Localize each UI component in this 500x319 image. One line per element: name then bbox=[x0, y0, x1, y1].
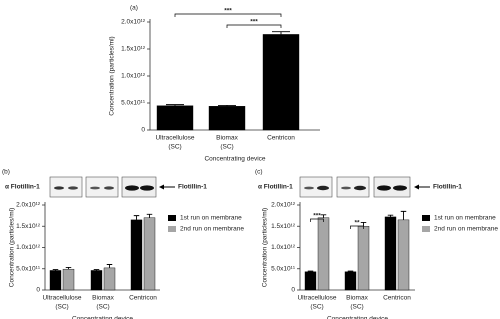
y-tick-label: 0 bbox=[291, 287, 295, 294]
legend-label: 1st run on membrane bbox=[180, 215, 242, 222]
bar bbox=[317, 217, 330, 291]
error-bar bbox=[272, 31, 290, 35]
band-label: Flotillin-1 bbox=[178, 184, 207, 191]
x-tick-label: (SC) bbox=[310, 304, 323, 311]
legend-swatch bbox=[168, 226, 176, 232]
bar bbox=[262, 34, 300, 131]
y-tick-label: 1.5x10¹² bbox=[121, 46, 146, 53]
error-bar bbox=[307, 270, 314, 272]
bar bbox=[304, 271, 317, 291]
significance-label: *** bbox=[250, 19, 258, 26]
bar bbox=[208, 106, 246, 131]
y-tick-label: 1.5x10¹² bbox=[16, 223, 41, 230]
y-tick-label: 0 bbox=[36, 287, 40, 294]
y-tick-label: 5.0x10¹¹ bbox=[121, 100, 146, 107]
x-tick-label: (SC) bbox=[350, 304, 363, 311]
error-bar bbox=[52, 269, 59, 271]
x-tick-label: Ultracellulose bbox=[42, 295, 81, 302]
antibody-label: α Flotillin-1 bbox=[258, 184, 293, 191]
y-tick-label: 1.0x10¹² bbox=[271, 244, 296, 251]
x-tick-label: Biomax bbox=[92, 295, 114, 302]
axis bbox=[44, 202, 160, 291]
legend-label: 2nd run on membrane bbox=[180, 226, 244, 233]
y-tick-label: 2.0x10¹² bbox=[16, 202, 41, 209]
bar bbox=[397, 219, 410, 291]
blot-b bbox=[49, 176, 175, 198]
y-tick-label: 2.0x10¹² bbox=[121, 19, 146, 26]
y-tick-label: 5.0x10¹¹ bbox=[271, 265, 296, 272]
x-tick-label: (SC) bbox=[96, 304, 109, 311]
x-tick-label: Centricon bbox=[267, 135, 295, 142]
significance-label: ** bbox=[354, 220, 360, 227]
y-axis-label: Concentration (particles/ml) bbox=[109, 36, 116, 115]
error-bar bbox=[360, 221, 367, 227]
error-bar bbox=[387, 214, 394, 217]
significance-label: *** bbox=[224, 8, 232, 15]
bar bbox=[130, 219, 143, 291]
x-tick-label: Ultracellulose bbox=[155, 135, 194, 142]
significance-bracket bbox=[174, 13, 282, 17]
error-bar bbox=[347, 270, 354, 272]
y-axis-label: Concentration (particles/ml) bbox=[9, 208, 16, 287]
bar bbox=[49, 270, 62, 291]
bar bbox=[384, 216, 397, 291]
x-axis-label: Concentrating device bbox=[327, 316, 388, 319]
blot-c bbox=[299, 176, 430, 198]
bar bbox=[90, 270, 103, 291]
legend-label: 1st run on membrane bbox=[434, 215, 496, 222]
legend-label: 2nd run on membrane bbox=[434, 226, 498, 233]
y-tick-label: 1.5x10¹² bbox=[271, 223, 296, 230]
error-bar bbox=[400, 210, 407, 220]
bar bbox=[357, 226, 370, 291]
error-bar bbox=[65, 267, 72, 270]
panel-label: (b) bbox=[2, 169, 10, 176]
significance-bracket bbox=[226, 24, 282, 28]
bar bbox=[103, 267, 116, 291]
x-tick-label: (SC) bbox=[220, 144, 233, 151]
error-bar bbox=[146, 213, 153, 218]
bar bbox=[156, 105, 194, 131]
band-label: Flotillin-1 bbox=[433, 184, 462, 191]
panel-label: (c) bbox=[255, 169, 263, 176]
bar bbox=[62, 268, 75, 291]
bar bbox=[143, 217, 156, 291]
y-tick-label: 2.0x10¹² bbox=[271, 202, 296, 209]
y-tick-label: 1.0x10¹² bbox=[16, 244, 41, 251]
error-bar bbox=[106, 264, 113, 268]
error-bar bbox=[93, 269, 100, 271]
x-tick-label: Biomax bbox=[216, 135, 238, 142]
significance-label: *** bbox=[313, 213, 321, 220]
significance-bracket bbox=[350, 225, 364, 229]
error-bar bbox=[320, 214, 327, 218]
y-axis-label: Concentration (particles/ml) bbox=[262, 208, 269, 287]
x-tick-label: Centricon bbox=[383, 295, 411, 302]
legend-swatch bbox=[422, 226, 430, 232]
x-tick-label: Ultracellulose bbox=[297, 295, 336, 302]
y-tick-label: 0 bbox=[141, 127, 145, 134]
x-tick-label: (SC) bbox=[168, 144, 181, 151]
x-tick-label: Centricon bbox=[129, 295, 157, 302]
y-tick-label: 1.0x10¹² bbox=[121, 73, 146, 80]
antibody-label: α Flotillin-1 bbox=[5, 184, 40, 191]
x-tick-label: (SC) bbox=[55, 304, 68, 311]
error-bar bbox=[166, 104, 184, 106]
significance-bracket bbox=[310, 218, 324, 222]
legend-swatch bbox=[168, 215, 176, 221]
bar bbox=[344, 271, 357, 291]
panel-label: (a) bbox=[130, 5, 138, 12]
x-axis-label: Concentrating device bbox=[204, 156, 265, 163]
x-axis-label: Concentrating device bbox=[72, 316, 133, 319]
error-bar bbox=[133, 215, 140, 220]
x-tick-label: Biomax bbox=[346, 295, 368, 302]
legend-swatch bbox=[422, 215, 430, 221]
error-bar bbox=[218, 104, 236, 107]
y-tick-label: 5.0x10¹¹ bbox=[16, 265, 41, 272]
